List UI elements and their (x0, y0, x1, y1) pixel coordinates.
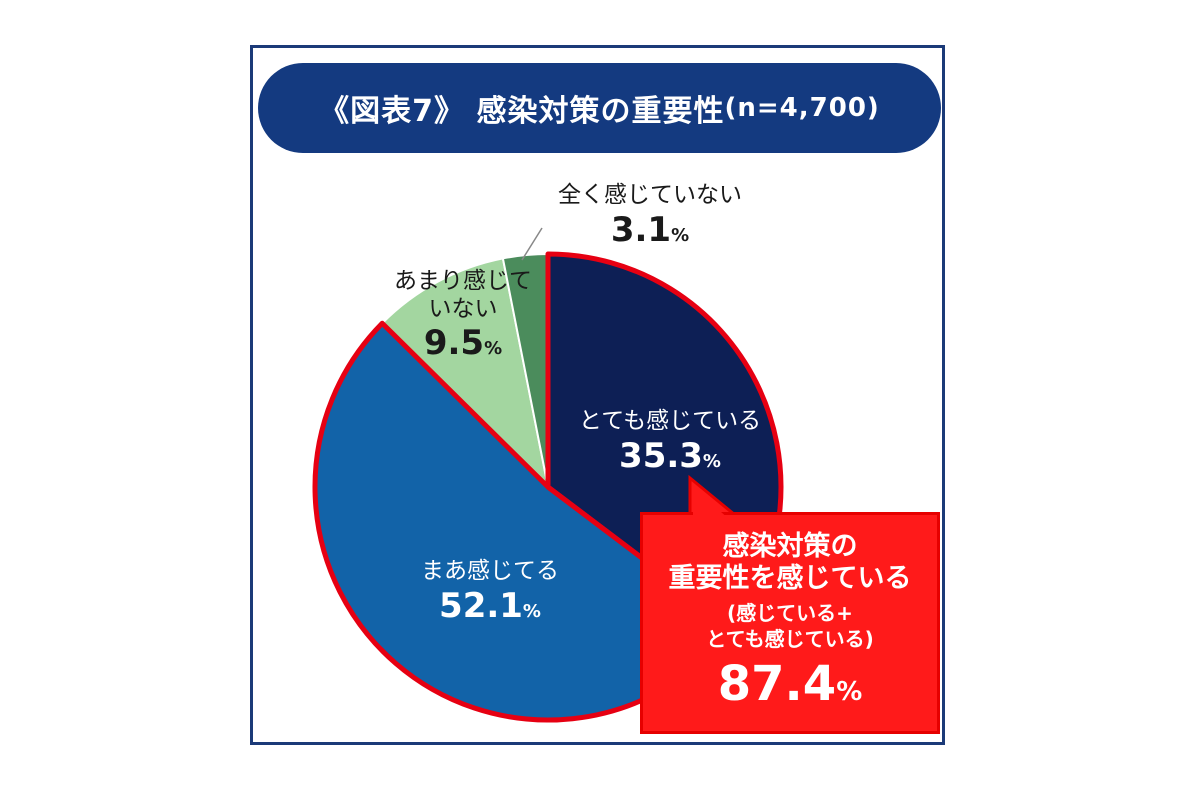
slice-label-not-much-name2: いない (428, 295, 498, 322)
callout-line4: とても感じている) (706, 626, 874, 651)
callout-unit: % (836, 676, 863, 707)
chart-title-banner: 《図表7》 感染対策の重要性 (n=4,700) (258, 63, 941, 153)
slice-label-somewhat: まあ感じてる 52.1% (395, 558, 585, 626)
slice-label-not-at-all-value: 3.1 (610, 209, 672, 250)
slice-label-not-much: あまり感じて いない 9.5% (388, 268, 538, 364)
highlight-callout: 感染対策の 重要性を感じている (感じている+ とても感じている) 87.4% (640, 512, 940, 734)
slice-label-very-unit: % (702, 450, 721, 472)
chart-title: 《図表7》 感染対策の重要性 (319, 94, 725, 129)
slice-label-somewhat-value: 52.1 (439, 585, 523, 626)
slice-label-not-at-all-unit: % (671, 224, 690, 246)
slice-label-not-at-all: 全く感じていない 3.1% (545, 182, 755, 250)
leader-line (521, 227, 543, 261)
slice-label-not-much-value: 9.5 (423, 323, 485, 364)
slice-label-not-much-name1: あまり感じて (394, 268, 532, 294)
callout-line1: 感染対策の (722, 531, 858, 562)
sample-size: (n=4,700) (724, 93, 880, 123)
slice-label-somewhat-name: まあ感じてる (421, 558, 559, 584)
slice-label-not-much-unit: % (484, 338, 503, 360)
slice-label-very-value: 35.3 (619, 435, 703, 476)
slice-label-somewhat-unit: % (522, 600, 541, 622)
callout-value: 87.4 (717, 655, 837, 712)
callout-line2: 重要性を感じている (668, 563, 912, 595)
pie-slice-not-much (380, 257, 550, 490)
slice-label-very-name: とても感じている (578, 408, 762, 434)
slice-label-not-at-all-name: 全く感じていない (558, 182, 742, 208)
callout-line3: (感じている+ (727, 600, 853, 625)
slice-label-very: とても感じている 35.3% (565, 408, 775, 476)
